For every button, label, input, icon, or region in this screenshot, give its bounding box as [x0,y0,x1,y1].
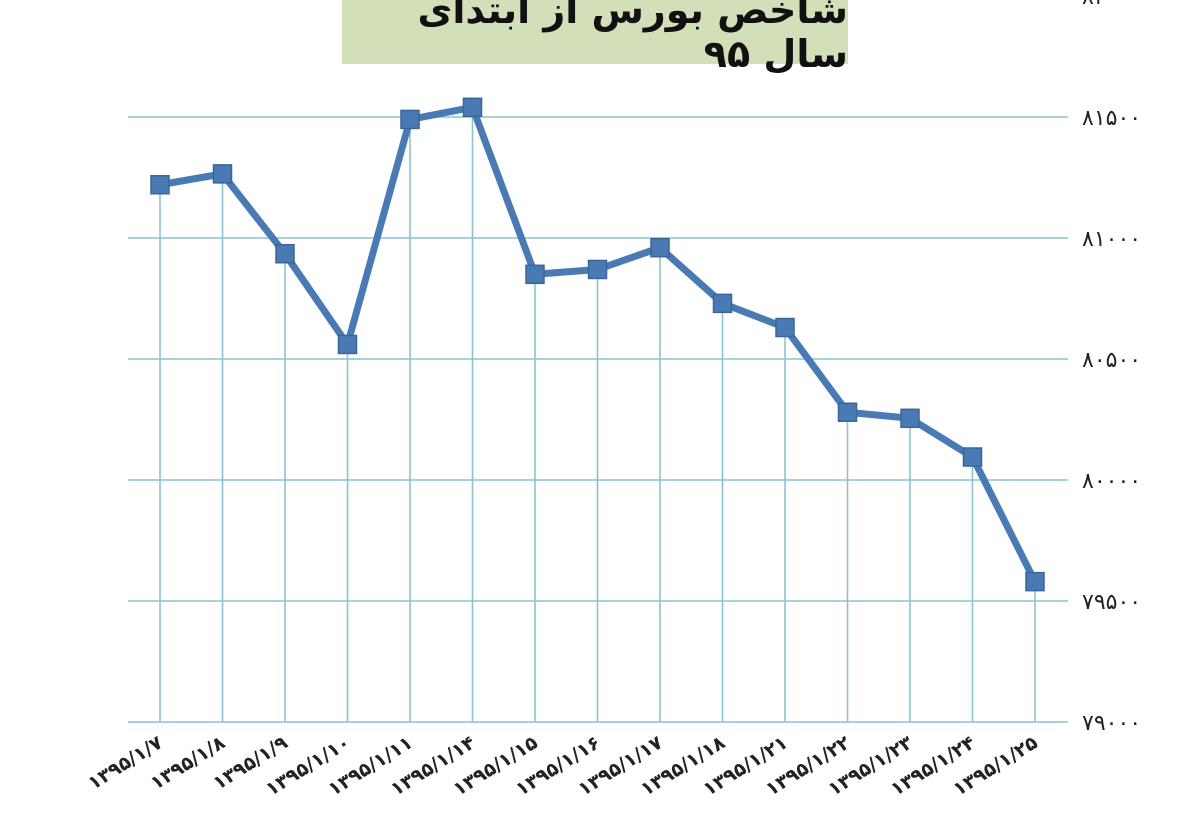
y-tick-label: ۸۱۰۰۰ [1082,227,1141,252]
data-point-marker [900,408,920,429]
data-point-marker [837,402,858,422]
data-point-marker [400,109,420,130]
data-point-marker [775,317,795,338]
y-tick-label: ۸۲۰۰۰ [1082,0,1141,10]
data-point-marker [337,334,358,355]
series-index [150,97,1045,592]
data-point-marker [275,243,295,264]
data-point-marker [1025,571,1045,592]
y-tick-label: ۷۹۰۰۰ [1082,711,1141,736]
chart-title: شاخص بورس از ابتدای سال ۹۵ [342,0,848,76]
data-point-marker [650,237,670,258]
data-point-marker [525,264,545,285]
x-axis: ۱۳۹۵/۱/۷۱۳۹۵/۱/۸۱۳۹۵/۱/۹۱۳۹۵/۱/۱۰۱۳۹۵/۱/… [84,731,1042,800]
y-tick-label: ۸۰۰۰۰ [1082,469,1141,494]
data-point-marker [712,293,733,314]
data-point-marker [587,259,608,280]
data-point-marker [212,164,233,184]
data-point-marker [462,97,483,118]
y-axis: ۷۹۰۰۰ ۷۹۵۰۰ ۸۰۰۰۰ ۸۰۵۰۰ ۸۱۰۰۰ ۸۱۵۰۰ ۸۲۰۰۰ [1082,0,1141,736]
grid [128,107,1068,723]
data-point-marker [962,447,983,467]
y-tick-label: ۷۹۵۰۰ [1082,590,1141,615]
y-tick-label: ۸۱۵۰۰ [1082,106,1141,131]
y-tick-label: ۸۰۵۰۰ [1082,348,1141,373]
data-point-marker [150,175,170,195]
